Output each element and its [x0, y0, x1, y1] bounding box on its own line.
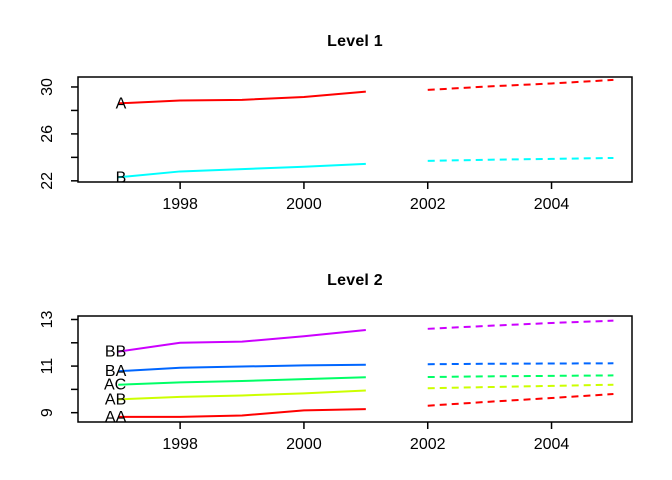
y-axis-tick-label: 30 [39, 78, 56, 96]
series-line-BB [118, 328, 366, 353]
panel-2-title: Level 2 [327, 272, 383, 289]
x-axis-tick-label: 2000 [286, 436, 322, 453]
series-label-BB: BB [105, 344, 126, 361]
series-label-BA: BA [105, 363, 127, 380]
x-axis-tick-label: 2004 [534, 196, 570, 213]
series-line-AC [118, 376, 366, 386]
x-axis-tick-label: 1998 [162, 436, 198, 453]
x-axis-tick-label: 2002 [410, 196, 446, 213]
series-label-AA: AA [105, 409, 127, 426]
series-label-AC: AC [104, 377, 126, 394]
forecast-line-A [427, 78, 614, 91]
y-axis-tick-label: 22 [39, 172, 56, 190]
forecast-line-AC [427, 374, 614, 379]
x-axis-tick-label: 2000 [286, 196, 322, 213]
forecast-line-AB [427, 383, 614, 390]
forecast-line-BA [427, 362, 614, 366]
forecast-line-B [427, 156, 614, 162]
y-axis-tick-label: 11 [39, 358, 56, 375]
series-line-AA [118, 408, 366, 418]
series-label-AB: AB [105, 391, 126, 408]
plot-box [77, 315, 633, 423]
x-axis-tick-label: 1998 [162, 196, 198, 213]
series-label-B: B [116, 169, 127, 186]
y-axis-tick-label: 9 [39, 408, 56, 417]
y-axis-tick-label: 13 [39, 310, 56, 328]
series-line-AB [118, 389, 366, 401]
panel-1-title: Level 1 [327, 33, 383, 50]
plot-box [77, 76, 633, 183]
series-label-A: A [116, 95, 127, 112]
x-axis-tick-label: 2002 [410, 436, 446, 453]
y-axis-tick-label: 26 [39, 125, 56, 143]
forecast-line-BB [427, 319, 614, 330]
x-axis-tick-label: 2004 [534, 436, 570, 453]
forecast-line-AA [427, 393, 614, 407]
series-line-B [118, 162, 366, 179]
series-line-BA [118, 363, 366, 373]
series-line-A [118, 90, 366, 105]
